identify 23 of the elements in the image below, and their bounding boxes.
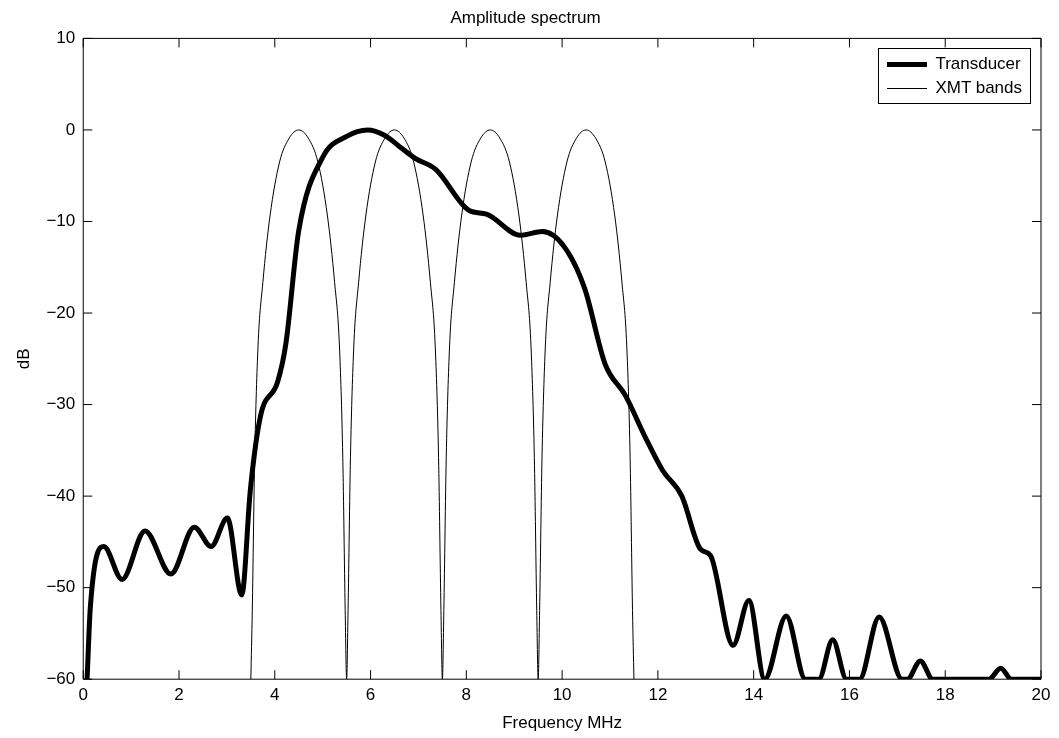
y-tick-label: −60 — [46, 668, 76, 688]
chart-title: Amplitude spectrum — [450, 7, 601, 27]
x-tick-label: 14 — [744, 685, 764, 705]
y-tick-label: 10 — [56, 28, 76, 48]
x-tick-label: 8 — [461, 685, 472, 705]
y-tick-label: −20 — [46, 302, 76, 322]
y-tick-label: −30 — [46, 394, 76, 414]
x-tick-label: 18 — [935, 685, 955, 705]
x-tick-label: 4 — [270, 685, 280, 705]
y-axis-title: dB — [13, 348, 33, 370]
legend-label: XMT bands — [935, 77, 1022, 100]
y-tick-label: 0 — [65, 119, 76, 139]
x-tick-label: 16 — [839, 685, 859, 705]
x-tick-label: 20 — [1031, 685, 1051, 705]
x-tick-label: 6 — [365, 685, 376, 705]
y-tick-label: −50 — [46, 577, 76, 597]
x-tick-label: 12 — [648, 685, 668, 705]
x-axis-title: Frequency MHz — [502, 713, 623, 733]
legend-label: Transducer — [935, 53, 1021, 76]
x-tick-label: 2 — [174, 685, 184, 705]
x-tick-label: 10 — [552, 685, 572, 705]
y-tick-label: −40 — [46, 485, 76, 505]
y-tick-label: −10 — [46, 211, 76, 231]
